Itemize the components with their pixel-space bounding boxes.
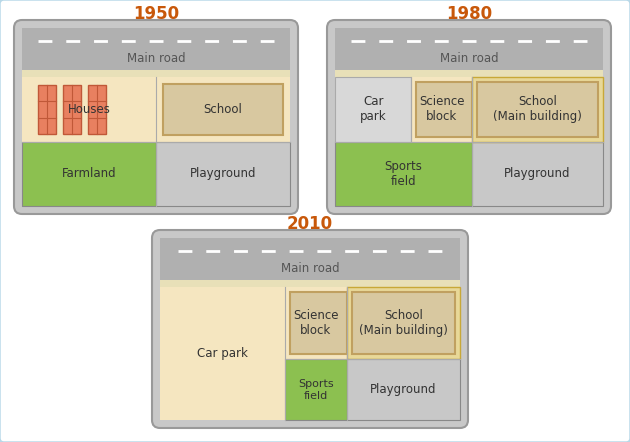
Text: Playground: Playground bbox=[504, 167, 571, 180]
Bar bbox=[346, 287, 460, 359]
Bar bbox=[335, 70, 603, 77]
FancyBboxPatch shape bbox=[152, 230, 468, 428]
Text: Car
park: Car park bbox=[360, 95, 386, 123]
Bar bbox=[416, 82, 472, 137]
Text: Main road: Main road bbox=[440, 52, 498, 65]
Bar bbox=[352, 292, 455, 354]
FancyBboxPatch shape bbox=[327, 20, 611, 214]
Bar bbox=[472, 141, 603, 206]
Text: 1980: 1980 bbox=[446, 5, 492, 23]
Bar bbox=[22, 28, 290, 70]
Text: 2010: 2010 bbox=[287, 215, 333, 233]
FancyBboxPatch shape bbox=[14, 20, 298, 214]
Text: Car park: Car park bbox=[197, 347, 248, 360]
Text: Sports
field: Sports field bbox=[384, 160, 422, 188]
Text: School: School bbox=[203, 103, 243, 116]
Text: Sports
field: Sports field bbox=[298, 379, 333, 400]
Bar bbox=[472, 77, 603, 141]
Bar bbox=[22, 77, 156, 141]
Text: 1950: 1950 bbox=[133, 5, 179, 23]
Bar bbox=[156, 141, 290, 206]
Text: Main road: Main road bbox=[127, 52, 185, 65]
Text: Houses: Houses bbox=[67, 103, 110, 116]
Text: Playground: Playground bbox=[370, 383, 437, 396]
Bar bbox=[335, 77, 603, 141]
Bar bbox=[22, 70, 290, 77]
Bar bbox=[290, 292, 346, 354]
Text: School
(Main building): School (Main building) bbox=[359, 309, 448, 337]
Text: Science
block: Science block bbox=[293, 309, 338, 337]
Bar bbox=[335, 77, 411, 141]
Bar bbox=[22, 141, 156, 206]
Bar bbox=[477, 82, 598, 137]
Bar bbox=[285, 359, 346, 420]
Text: Playground: Playground bbox=[190, 167, 256, 180]
Bar bbox=[163, 84, 283, 134]
Bar bbox=[63, 85, 81, 134]
Bar bbox=[346, 359, 460, 420]
Bar bbox=[160, 280, 460, 287]
Text: Main road: Main road bbox=[281, 262, 340, 275]
Bar bbox=[335, 141, 472, 206]
Text: School
(Main building): School (Main building) bbox=[493, 95, 581, 123]
Bar bbox=[38, 85, 56, 134]
Bar bbox=[160, 287, 460, 420]
Bar bbox=[335, 28, 603, 70]
Bar bbox=[160, 238, 460, 280]
Bar bbox=[285, 287, 346, 359]
Text: Farmland: Farmland bbox=[62, 167, 117, 180]
Bar bbox=[411, 77, 472, 141]
Bar bbox=[88, 85, 106, 134]
Bar bbox=[156, 77, 290, 141]
Text: Science
block: Science block bbox=[419, 95, 464, 123]
